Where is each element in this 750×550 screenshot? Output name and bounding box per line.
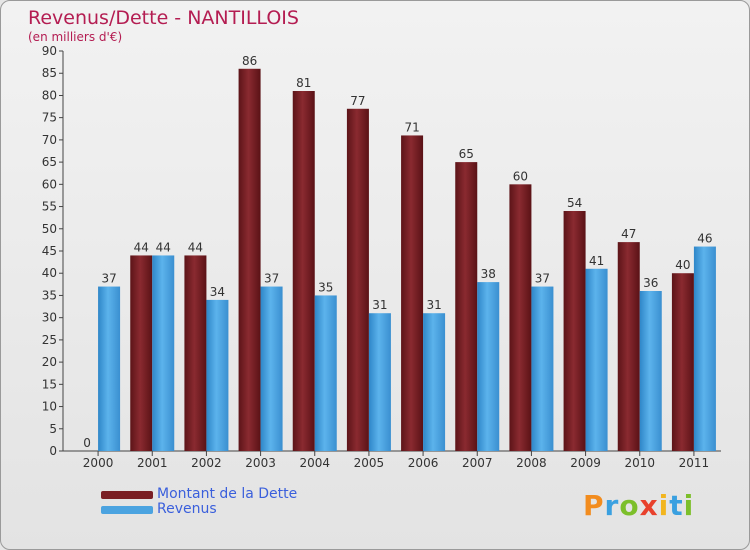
y-tick-label: 20 xyxy=(42,355,57,369)
bar-debt xyxy=(401,135,424,451)
proxiti-logo: Proxiti xyxy=(583,489,695,522)
bar-revenue xyxy=(585,268,608,451)
bar-revenue xyxy=(368,313,391,451)
data-label-debt: 77 xyxy=(350,94,365,108)
bar-revenue xyxy=(477,282,500,451)
data-label-revenue: 46 xyxy=(697,232,712,246)
y-tick-label: 40 xyxy=(42,266,57,280)
y-tick-label: 65 xyxy=(42,155,57,169)
data-label-debt: 40 xyxy=(675,258,690,272)
x-tick-label: 2011 xyxy=(679,456,710,470)
y-tick-label: 85 xyxy=(42,66,57,80)
bar-debt xyxy=(455,162,478,451)
data-label-debt: 44 xyxy=(188,240,203,254)
bar-revenue xyxy=(98,286,121,451)
data-label-debt: 81 xyxy=(296,76,311,90)
x-tick-label: 2005 xyxy=(354,456,385,470)
bar-revenue xyxy=(206,299,229,451)
bar-debt xyxy=(238,68,261,452)
data-label-revenue: 37 xyxy=(264,272,279,286)
data-label-revenue: 31 xyxy=(426,298,441,312)
bar-revenue xyxy=(531,286,554,451)
y-tick-label: 25 xyxy=(42,333,57,347)
bar-revenue xyxy=(260,286,283,451)
bar-revenue xyxy=(423,313,446,451)
x-tick-label: 2010 xyxy=(624,456,655,470)
data-label-debt: 60 xyxy=(513,169,528,183)
bar-debt xyxy=(292,91,315,451)
data-label-debt: 71 xyxy=(404,120,419,134)
data-label-debt: 86 xyxy=(242,54,257,68)
legend-swatch-revenue xyxy=(101,506,153,514)
legend-label-revenue: Revenus xyxy=(157,501,217,517)
y-tick-label: 50 xyxy=(42,222,57,236)
y-tick-label: 75 xyxy=(42,111,57,125)
y-tick-label: 55 xyxy=(42,200,57,214)
bar-debt xyxy=(509,184,532,452)
bar-debt xyxy=(563,211,586,451)
bar-revenue xyxy=(152,255,175,451)
bar-debt xyxy=(617,242,640,451)
x-tick-label: 2007 xyxy=(462,456,493,470)
x-tick-label: 2008 xyxy=(516,456,547,470)
data-label-revenue: 44 xyxy=(156,240,171,254)
data-label-revenue: 41 xyxy=(589,254,604,268)
bar-debt xyxy=(130,255,153,451)
bar-debt xyxy=(671,273,694,451)
x-tick-label: 2001 xyxy=(137,456,168,470)
y-tick-label: 30 xyxy=(42,311,57,325)
data-label-debt: 54 xyxy=(567,196,582,210)
data-label-debt: 65 xyxy=(459,147,474,161)
bar-revenue xyxy=(314,295,337,451)
legend-label-debt: Montant de la Dette xyxy=(157,486,298,502)
data-label-revenue: 35 xyxy=(318,280,333,294)
y-tick-label: 70 xyxy=(42,133,57,147)
x-tick-label: 2003 xyxy=(245,456,276,470)
chart-subtitle: (en milliers d'€) xyxy=(28,30,123,44)
data-label-revenue: 37 xyxy=(535,272,550,286)
y-tick-label: 10 xyxy=(42,400,57,414)
bar-revenue xyxy=(639,291,662,451)
data-label-revenue: 31 xyxy=(372,298,387,312)
y-tick-label: 90 xyxy=(42,44,57,58)
y-tick-label: 45 xyxy=(42,244,57,258)
bar-debt xyxy=(346,108,369,452)
x-tick-label: 2009 xyxy=(570,456,601,470)
data-label-revenue: 36 xyxy=(643,276,658,290)
data-label-revenue: 37 xyxy=(101,272,116,286)
y-tick-label: 5 xyxy=(49,422,57,436)
data-label-revenue: 34 xyxy=(210,285,225,299)
bar-revenue xyxy=(693,246,716,451)
y-tick-label: 15 xyxy=(42,377,57,391)
y-tick-label: 80 xyxy=(42,88,57,102)
chart-title: Revenus/Dette - NANTILLOIS xyxy=(28,7,299,29)
x-tick-label: 2002 xyxy=(191,456,222,470)
x-tick-label: 2006 xyxy=(408,456,439,470)
data-label-revenue: 38 xyxy=(481,267,496,281)
data-label-debt: 47 xyxy=(621,227,636,241)
y-tick-label: 60 xyxy=(42,177,57,191)
x-tick-label: 2004 xyxy=(299,456,330,470)
y-tick-label: 35 xyxy=(42,288,57,302)
data-label-debt: 0 xyxy=(83,436,91,450)
bar-debt xyxy=(184,255,207,451)
x-tick-label: 2000 xyxy=(83,456,114,470)
y-tick-label: 0 xyxy=(49,444,57,458)
legend-swatch-debt xyxy=(101,491,153,499)
data-label-debt: 44 xyxy=(134,240,149,254)
